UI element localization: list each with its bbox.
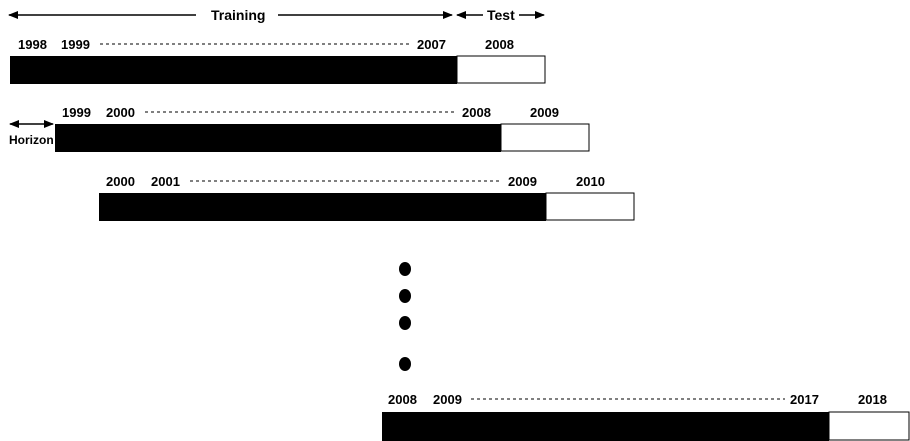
window-4-second-year: 2009: [433, 392, 462, 407]
window-2-training-bar: [55, 124, 501, 152]
window-2: 1999 2000 2008 2009 Horizon: [9, 105, 590, 152]
window-2-test-year: 2009: [530, 105, 559, 120]
window-1-test-bar: [456, 55, 546, 84]
window-2-second-year: 2000: [106, 105, 135, 120]
window-4: 2008 2009 2017 2018: [382, 392, 910, 441]
window-4-start-year: 2008: [388, 392, 417, 407]
window-2-test-bar: [500, 123, 590, 152]
window-1-train-end-year: 2007: [417, 37, 446, 52]
horizon-label: Horizon: [9, 133, 54, 147]
window-4-training-bar: [382, 412, 829, 441]
window-4-test-bar: [828, 411, 910, 441]
window-3-test-year: 2010: [576, 174, 605, 189]
window-3-second-year: 2001: [151, 174, 180, 189]
window-3-test-bar: [545, 192, 635, 221]
ellipsis-dot-2: [399, 289, 411, 303]
window-3-train-end-year: 2009: [508, 174, 537, 189]
window-1-start-year: 1998: [18, 37, 47, 52]
ellipsis-dot-3: [399, 316, 411, 330]
window-1: 1998 1999 2007 2008: [10, 37, 546, 84]
window-3-start-year: 2000: [106, 174, 135, 189]
training-header-label: Training: [211, 7, 265, 23]
window-2-train-end-year: 2008: [462, 105, 491, 120]
window-4-train-end-year: 2017: [790, 392, 819, 407]
window-4-test-year: 2018: [858, 392, 887, 407]
ellipsis-dot-1: [399, 262, 411, 276]
test-header-label: Test: [487, 7, 515, 23]
window-1-test-year: 2008: [485, 37, 514, 52]
window-2-start-year: 1999: [62, 105, 91, 120]
window-3-training-bar: [99, 193, 546, 221]
window-3: 2000 2001 2009 2010: [99, 174, 635, 221]
window-1-training-bar: [10, 56, 457, 84]
window-1-second-year: 1999: [61, 37, 90, 52]
ellipsis-dot-4: [399, 357, 411, 371]
